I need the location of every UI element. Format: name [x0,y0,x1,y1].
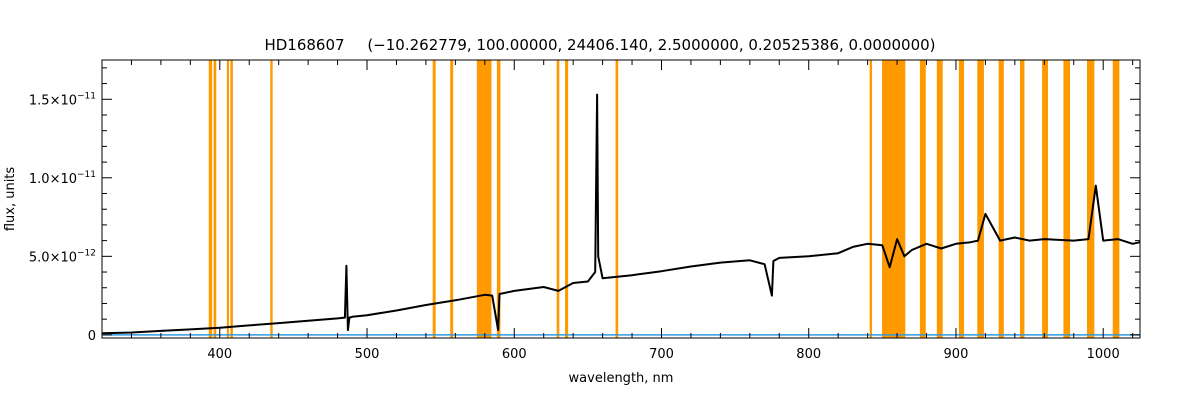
y-tick-label: 5.0×10−12 [29,248,96,265]
masked-bands [208,60,1120,338]
masked-band-22 [1086,60,1095,338]
masked-band-18 [998,60,1004,338]
x-tick-label: 1000 [1087,347,1120,362]
masked-band-11 [615,60,619,338]
x-tick-label: 500 [355,347,380,362]
spectrum-line [101,93,1141,335]
masked-band-17 [977,60,984,338]
tick-labels: 400 500 600 700 800 900 1000 0 5.0×10−12 1.0×10−1… [29,91,1120,362]
y-tick-label: 1.5×10−11 [29,91,96,108]
axis-ticks [101,60,1140,338]
masked-band-15 [936,60,943,338]
spectrum-series [101,93,1141,336]
masked-band-21 [1063,60,1071,338]
masked-band-9 [556,60,560,338]
x-tick-label: 800 [796,347,821,362]
masked-band-4 [270,60,273,338]
masked-band-7 [476,60,492,338]
masked-band-8 [496,60,501,338]
title-object: HD168607 [264,36,344,54]
plot-frame [101,59,1141,339]
masked-band-1 [213,60,217,338]
masked-band-16 [958,60,965,338]
x-tick-label: 600 [502,347,527,362]
masked-band-3 [230,60,233,338]
title-params: (−10.262779, 100.00000, 24406.140, 2.500… [367,36,935,54]
masked-band-20 [1042,60,1048,338]
masked-band-6 [450,60,454,338]
masked-band-12 [869,60,873,338]
x-tick-label: 900 [944,347,969,362]
masked-band-13 [882,60,906,338]
masked-band-19 [1020,60,1025,338]
chart-title: HD168607 (−10.262779, 100.00000, 24406.1… [264,36,935,54]
masked-band-0 [208,60,213,338]
masked-band-2 [226,60,229,338]
y-tick-label: 0 [88,329,96,344]
masked-band-5 [432,60,436,338]
masked-band-14 [919,60,926,338]
masked-band-23 [1112,60,1120,338]
x-tick-label: 400 [207,347,232,362]
x-tick-label: 700 [649,347,674,362]
y-axis-label: flux, units [3,167,18,232]
y-tick-label: 1.0×10−11 [29,170,96,187]
x-axis-label: wavelength, nm [569,371,674,386]
masked-band-10 [565,60,569,338]
